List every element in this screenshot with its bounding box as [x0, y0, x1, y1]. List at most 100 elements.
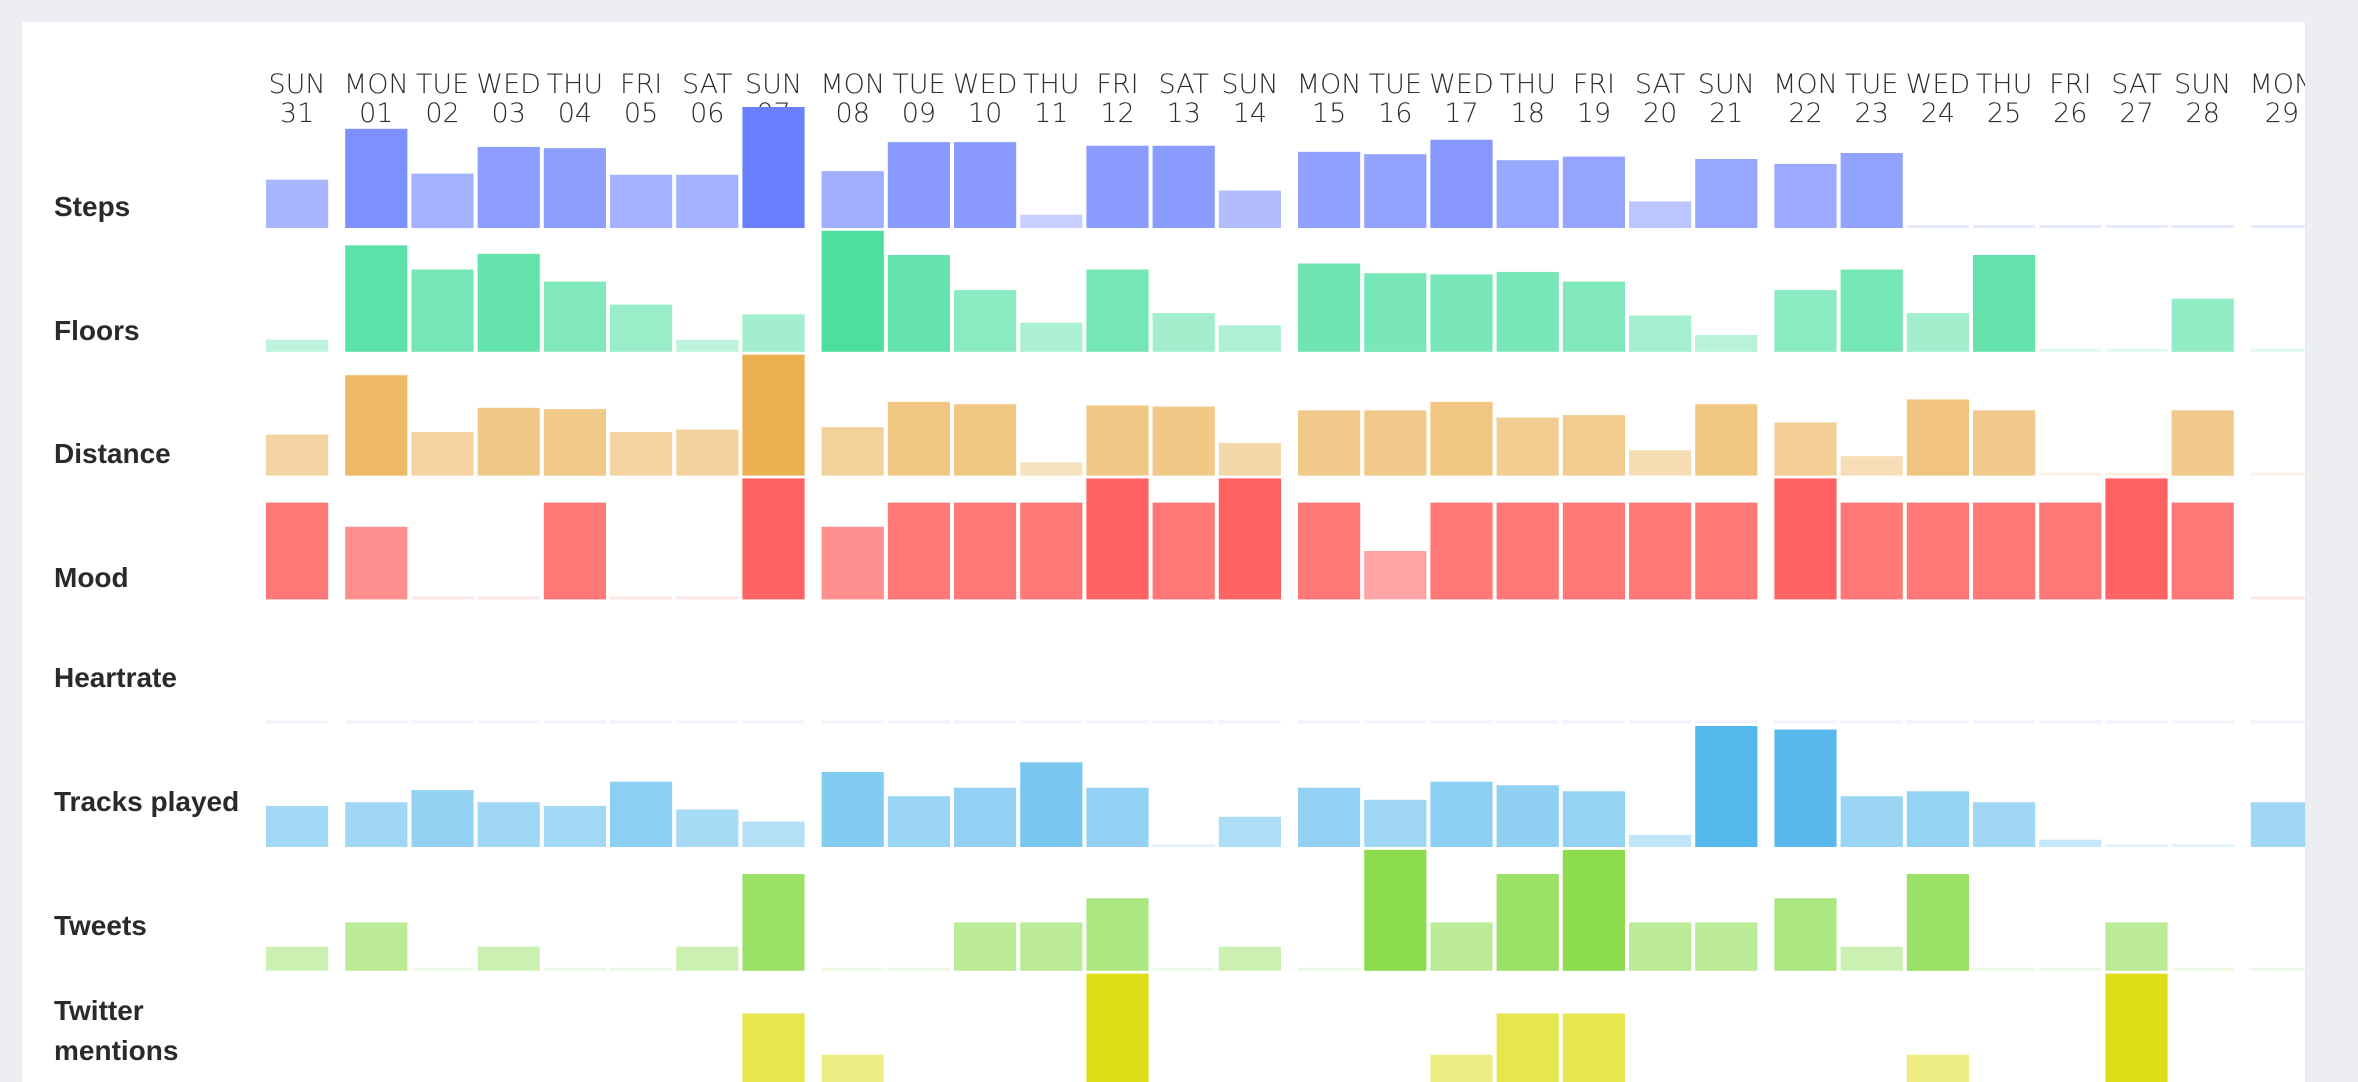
bar-mood[interactable] [2171, 502, 2234, 600]
bar-twitter-mentions[interactable] [1086, 973, 1149, 1082]
bar-mood[interactable] [1695, 502, 1758, 600]
bar-floors[interactable] [2105, 348, 2168, 352]
bar-distance[interactable] [1086, 405, 1149, 476]
bar-mood[interactable] [543, 502, 606, 600]
bar-steps[interactable] [1152, 145, 1215, 228]
bar-tracks-played[interactable] [266, 805, 329, 847]
bar-tracks-played[interactable] [1086, 787, 1149, 847]
bar-floors[interactable] [266, 339, 329, 352]
bar-heartrate[interactable] [1496, 720, 1559, 724]
bar-steps[interactable] [821, 171, 884, 228]
bar-distance[interactable] [345, 375, 408, 476]
bar-tweets[interactable] [1152, 967, 1215, 971]
bar-tweets[interactable] [1774, 898, 1837, 971]
bar-tweets[interactable] [887, 967, 950, 971]
bar-mood[interactable] [1364, 551, 1427, 600]
bar-heartrate[interactable] [821, 720, 884, 724]
bar-tweets[interactable] [345, 922, 408, 971]
bar-tweets[interactable] [821, 967, 884, 971]
bar-heartrate[interactable] [954, 720, 1017, 724]
bar-distance[interactable] [266, 434, 329, 476]
bar-mood[interactable] [1496, 502, 1559, 600]
bar-mood[interactable] [2105, 478, 2168, 600]
bar-floors[interactable] [1629, 315, 1692, 352]
bar-heartrate[interactable] [1430, 720, 1493, 724]
bar-tweets[interactable] [543, 967, 606, 971]
bar-distance[interactable] [1973, 410, 2036, 476]
bar-steps[interactable] [1774, 163, 1837, 228]
bar-mood[interactable] [887, 502, 950, 600]
bar-tweets[interactable] [610, 967, 673, 971]
bar-steps[interactable] [1973, 225, 2036, 228]
bar-tracks-played[interactable] [1562, 791, 1625, 847]
bar-tweets[interactable] [1364, 849, 1427, 971]
bar-heartrate[interactable] [1218, 720, 1281, 724]
bar-twitter-mentions[interactable] [1562, 1013, 1625, 1082]
bar-tweets[interactable] [1086, 898, 1149, 971]
bar-mood[interactable] [1218, 478, 1281, 600]
bar-floors[interactable] [2250, 348, 2305, 352]
bar-floors[interactable] [610, 304, 673, 352]
bar-tracks-played[interactable] [1218, 816, 1281, 848]
bar-distance[interactable] [1906, 399, 1969, 476]
bar-distance[interactable] [1298, 410, 1361, 476]
bar-floors[interactable] [1152, 313, 1215, 352]
bar-mood[interactable] [954, 502, 1017, 600]
bar-floors[interactable] [543, 281, 606, 352]
bar-heartrate[interactable] [742, 720, 805, 724]
bar-heartrate[interactable] [2039, 720, 2102, 724]
bar-tracks-played[interactable] [1973, 802, 2036, 847]
bar-mood[interactable] [411, 596, 474, 600]
bar-distance[interactable] [2105, 472, 2168, 476]
bar-tweets[interactable] [676, 946, 739, 971]
bar-steps[interactable] [1695, 159, 1758, 228]
bar-tracks-played[interactable] [1496, 785, 1559, 847]
bar-heartrate[interactable] [1152, 720, 1215, 724]
bar-tweets[interactable] [1020, 922, 1083, 971]
bar-steps[interactable] [266, 179, 329, 228]
bar-tweets[interactable] [1695, 922, 1758, 971]
bar-tracks-played[interactable] [1629, 834, 1692, 847]
bar-tweets[interactable] [954, 922, 1017, 971]
bar-twitter-mentions[interactable] [1496, 1013, 1559, 1082]
bar-tweets[interactable] [1629, 922, 1692, 971]
bar-heartrate[interactable] [887, 720, 950, 724]
bar-distance[interactable] [821, 427, 884, 476]
bar-steps[interactable] [1086, 145, 1149, 228]
bar-distance[interactable] [1629, 450, 1692, 476]
bar-heartrate[interactable] [1906, 720, 1969, 724]
bar-distance[interactable] [1430, 401, 1493, 476]
bar-distance[interactable] [411, 432, 474, 476]
bar-steps[interactable] [887, 142, 950, 228]
bar-tweets[interactable] [411, 967, 474, 971]
bar-mood[interactable] [1298, 502, 1361, 600]
bar-heartrate[interactable] [1364, 720, 1427, 724]
bar-tracks-played[interactable] [610, 781, 673, 847]
bar-floors[interactable] [477, 253, 540, 352]
bar-tracks-played[interactable] [1020, 762, 1083, 847]
bar-tweets[interactable] [2039, 967, 2102, 971]
bar-tracks-played[interactable] [954, 787, 1017, 847]
bar-floors[interactable] [1695, 334, 1758, 352]
bar-heartrate[interactable] [1562, 720, 1625, 724]
bar-distance[interactable] [1020, 462, 1083, 476]
bar-distance[interactable] [1364, 410, 1427, 476]
bar-steps[interactable] [954, 142, 1017, 228]
bar-heartrate[interactable] [1973, 720, 2036, 724]
bar-tweets[interactable] [2105, 922, 2168, 971]
bar-mood[interactable] [742, 478, 805, 600]
bar-tracks-played[interactable] [1906, 791, 1969, 847]
bar-heartrate[interactable] [1020, 720, 1083, 724]
bar-floors[interactable] [1086, 269, 1149, 352]
bar-steps[interactable] [2105, 225, 2168, 228]
bar-tracks-played[interactable] [1298, 787, 1361, 847]
bar-mood[interactable] [1562, 502, 1625, 600]
bar-floors[interactable] [887, 255, 950, 352]
bar-floors[interactable] [1020, 322, 1083, 352]
bar-tracks-played[interactable] [543, 805, 606, 847]
bar-heartrate[interactable] [1629, 720, 1692, 724]
bar-steps[interactable] [742, 107, 805, 228]
bar-heartrate[interactable] [543, 720, 606, 724]
bar-tracks-played[interactable] [1364, 799, 1427, 847]
bar-distance[interactable] [1152, 406, 1215, 476]
